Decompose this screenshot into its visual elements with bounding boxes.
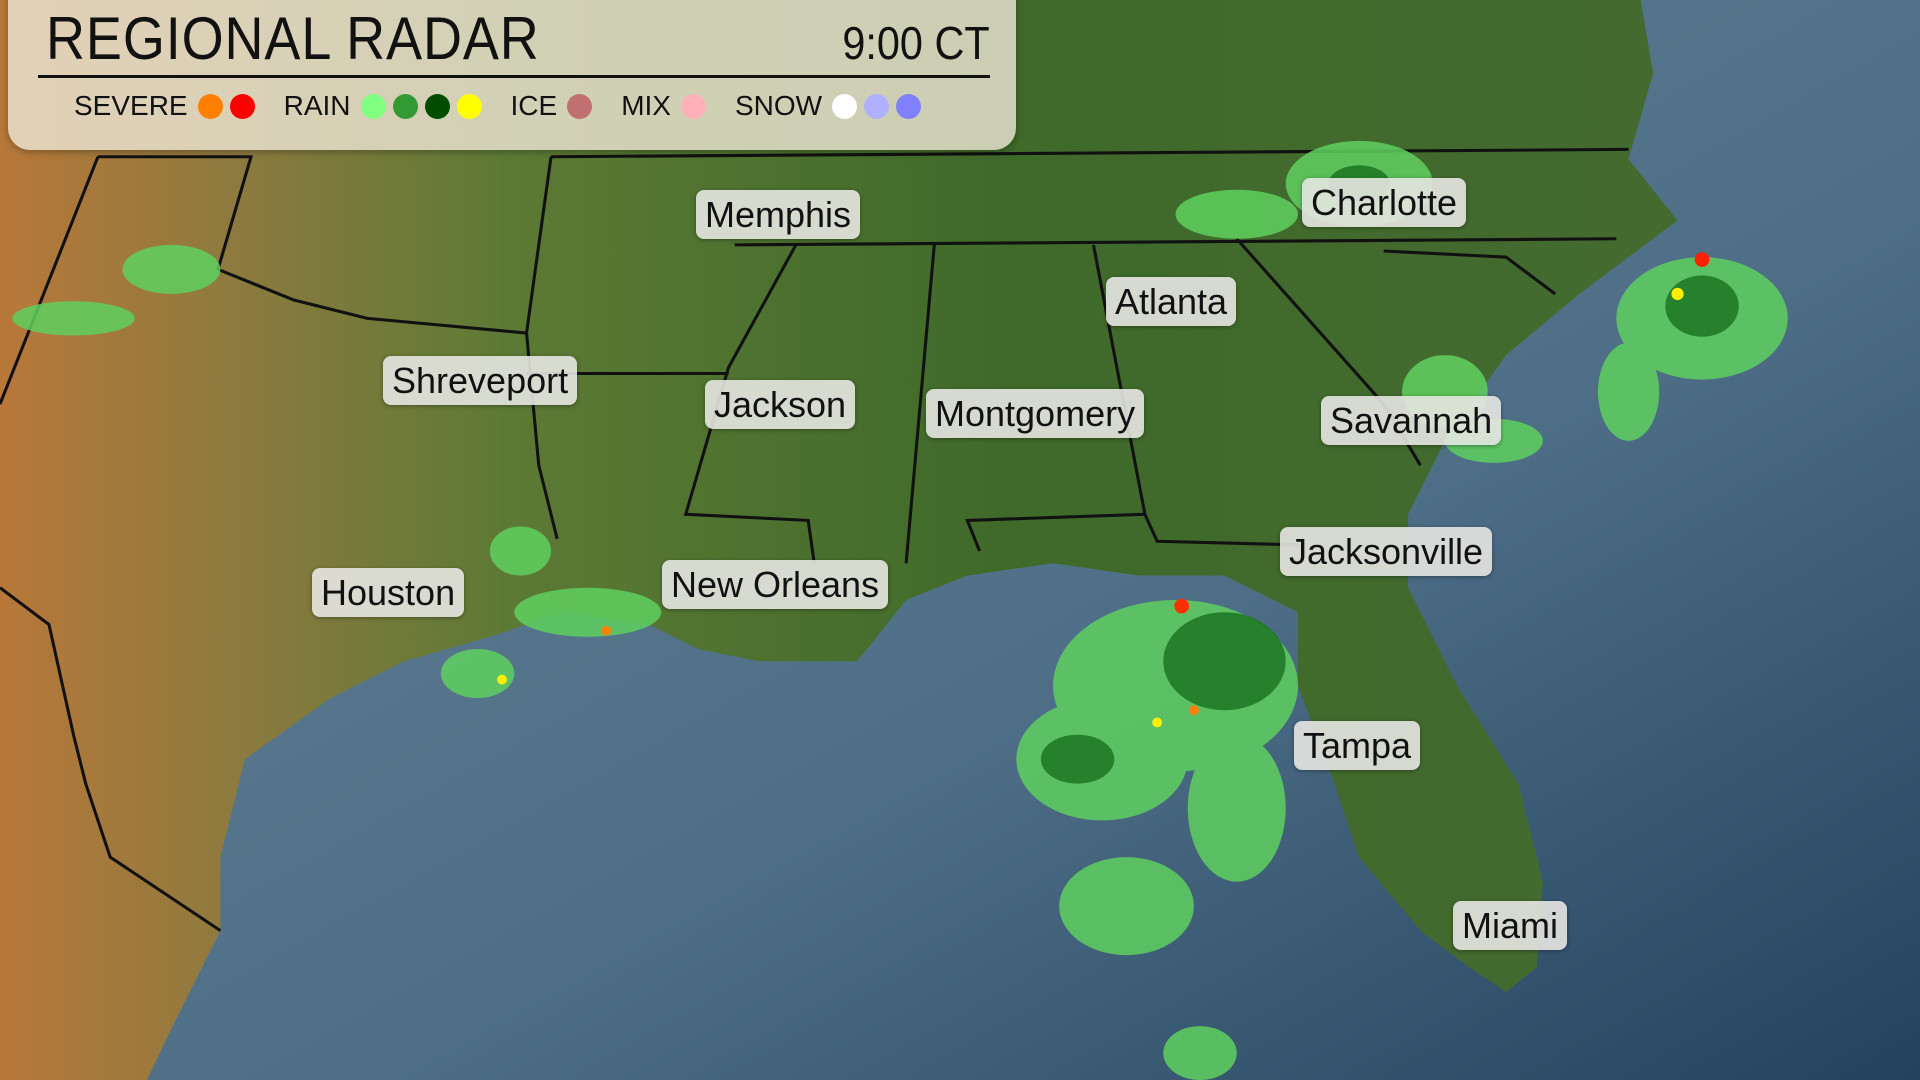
radar-severe-echoes xyxy=(497,252,1710,728)
city-label-jacksonville: Jacksonville xyxy=(1280,527,1493,576)
city-label-charlotte: Charlotte xyxy=(1302,178,1467,227)
legend-group: ICE xyxy=(511,90,600,122)
city-label-jackson: Jackson xyxy=(705,380,856,429)
state-borders xyxy=(0,147,1629,932)
legend-group: SNOW xyxy=(735,90,928,122)
legend-label: RAIN xyxy=(283,90,351,121)
land xyxy=(0,0,1678,1080)
city-label-memphis: Memphis xyxy=(696,190,861,239)
precip-legend: SEVERE RAIN ICE MIX SNOW xyxy=(74,90,950,122)
legend-color-dot xyxy=(567,93,593,119)
city-label-new-orleans: New Orleans xyxy=(662,560,889,609)
legend-color-dot xyxy=(456,93,482,119)
legend-color-dot xyxy=(680,93,706,119)
city-label-atlanta: Atlanta xyxy=(1106,277,1237,326)
city-label-shreveport: Shreveport xyxy=(383,356,578,405)
city-label-savannah: Savannah xyxy=(1321,396,1502,445)
legend-group: RAIN xyxy=(284,90,489,122)
legend-color-dot xyxy=(424,93,450,119)
legend-label: ICE xyxy=(510,90,558,121)
legend-label: SEVERE xyxy=(74,90,188,121)
legend-color-dot xyxy=(197,93,223,119)
page-title: REGIONAL RADAR xyxy=(46,5,540,72)
timestamp: 9:00 CT xyxy=(842,17,990,69)
legend-panel: REGIONAL RADAR 9:00 CT SEVERE RAIN ICE MIX S… xyxy=(8,0,1016,150)
legend-color-dot xyxy=(392,93,418,119)
legend-label: MIX xyxy=(621,90,671,121)
city-label-tampa: Tampa xyxy=(1294,721,1421,770)
legend-color-dot xyxy=(229,93,255,119)
legend-group: MIX xyxy=(621,90,713,122)
legend-color-dot xyxy=(832,93,858,119)
city-label-montgomery: Montgomery xyxy=(926,389,1145,438)
divider xyxy=(38,75,990,78)
legend-color-dot xyxy=(360,93,386,119)
legend-color-dot xyxy=(896,93,922,119)
legend-color-dot xyxy=(864,93,890,119)
city-label-miami: Miami xyxy=(1453,901,1567,950)
city-label-houston: Houston xyxy=(312,568,465,617)
legend-group: SEVERE xyxy=(74,90,262,122)
legend-label: SNOW xyxy=(734,90,823,121)
